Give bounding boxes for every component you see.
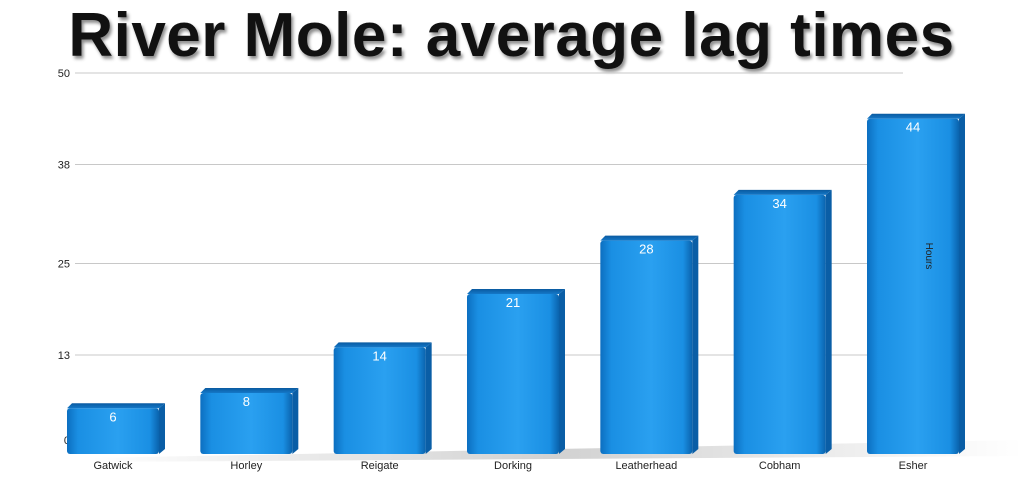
bar-side <box>825 189 832 455</box>
bar-gatwick: 6 <box>67 403 165 454</box>
bar-front <box>733 194 826 455</box>
bar-dorking: 21 <box>467 288 565 454</box>
x-tick-label: Dorking <box>494 460 532 472</box>
bar-top <box>867 113 965 119</box>
bar-front <box>67 408 159 454</box>
y-tick-label: 13 <box>58 350 70 362</box>
x-axis: Gatwick Horley Reigate Dorking Leatherhead Co… <box>93 460 927 472</box>
bar-side <box>692 235 699 454</box>
bar-top <box>600 235 699 241</box>
bar-side <box>159 403 165 454</box>
y-tick-label: 38 <box>58 159 70 171</box>
data-label: 6 <box>109 409 116 424</box>
bar-front <box>467 293 559 454</box>
data-label: 34 <box>772 196 786 211</box>
y-axis: 0 13 25 38 50 <box>58 68 70 447</box>
bar-top <box>67 403 165 409</box>
y-tick-label: 50 <box>58 68 70 80</box>
bar-side <box>959 113 965 454</box>
bar-side <box>292 388 299 454</box>
bar-front <box>333 347 426 454</box>
bar-reigate: 14 <box>333 342 432 454</box>
bar-side <box>425 342 432 454</box>
bar-leatherhead: 28 <box>600 235 699 454</box>
bar-front <box>200 393 293 454</box>
bar-cobham: 34 <box>733 189 832 455</box>
data-label: 8 <box>243 394 250 409</box>
data-label: 44 <box>906 120 920 135</box>
bar-top <box>467 288 565 294</box>
bar-side <box>559 288 565 454</box>
y-tick-label: 0 <box>64 435 70 447</box>
chart-title: River Mole: average lag times <box>68 1 955 70</box>
bars: 6 8 14 21 28 34 44 <box>67 113 1023 462</box>
x-tick-label: Esher <box>899 460 928 472</box>
bar-top <box>733 189 832 195</box>
x-tick-label: Leatherhead <box>615 460 677 472</box>
bar-horley: 8 <box>200 388 299 454</box>
data-label: 14 <box>372 348 386 363</box>
data-label: 21 <box>506 295 520 310</box>
bar-top <box>200 388 299 394</box>
y-axis-label: Hours <box>923 243 934 270</box>
data-label: 28 <box>639 242 653 257</box>
x-tick-label: Gatwick <box>93 460 133 472</box>
x-tick-label: Reigate <box>361 460 399 472</box>
bar-front <box>867 118 959 454</box>
bar-front <box>600 240 693 454</box>
x-tick-label: Horley <box>230 460 262 472</box>
bar-esher: 44 <box>867 113 965 454</box>
x-tick-label: Cobham <box>759 460 801 472</box>
y-tick-label: 25 <box>58 259 70 271</box>
bar-top <box>333 342 432 348</box>
